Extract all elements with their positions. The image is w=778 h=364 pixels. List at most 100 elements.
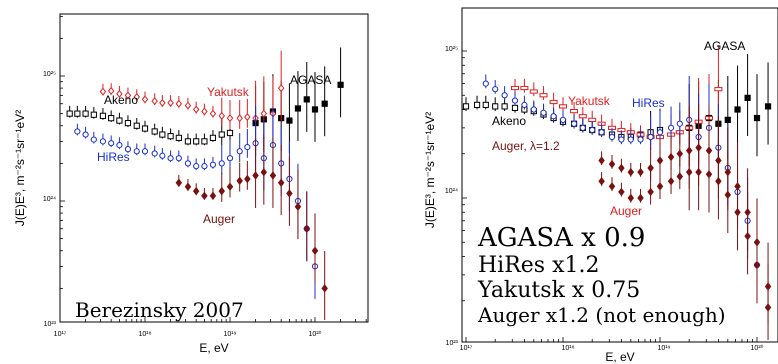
left-annotation-berezinsky: Berezinsky 2007	[75, 298, 244, 322]
right-point-hires	[647, 133, 654, 141]
right-annotation-yakutsk: Yakutsk x 0.75	[477, 278, 640, 303]
right-label-auger: Auger	[610, 204, 642, 218]
right-point-hires	[482, 80, 489, 87]
right-point-hires	[627, 136, 634, 143]
left-point-hires	[218, 160, 225, 167]
left-label-yakutsk: Yakutsk	[207, 85, 250, 99]
right-point-auger-1-2	[667, 152, 675, 162]
left-point-hires	[209, 161, 217, 168]
left-point-hires	[201, 163, 208, 170]
right-point-akeno	[482, 101, 489, 108]
right-point-auger	[764, 303, 772, 312]
left-y-tick-1e23: 10²³	[44, 321, 57, 328]
right-annotation-hires: HiRes x1.2	[478, 253, 599, 278]
right-point-agasa	[753, 114, 761, 122]
left-point-yakutsk	[133, 92, 141, 101]
left-point-hires	[226, 155, 234, 162]
left-point-yakutsk	[124, 91, 132, 100]
left-point-yakutsk	[99, 87, 107, 96]
right-point-agasa	[724, 116, 731, 123]
left-y-tick-1e25: 10²⁵	[43, 71, 56, 78]
left-point-hires	[124, 146, 132, 153]
left-point-yakutsk	[175, 99, 183, 108]
left-series-auger	[175, 134, 328, 320]
left-point-yakutsk	[192, 105, 200, 114]
left-point-auger	[311, 246, 319, 255]
right-point-auger-1-2	[608, 159, 616, 169]
left-x-axis-label: E, eV	[199, 341, 228, 355]
left-point-yakutsk	[209, 109, 217, 118]
right-point-auger	[608, 182, 616, 191]
right-y-axis-label: J(E)E³, m⁻²s⁻¹sr⁻¹eV²	[423, 112, 437, 228]
left-x-tick-1e18: 10¹⁸	[138, 331, 151, 338]
right-label-agasa: AGASA	[704, 39, 745, 53]
right-point-auger	[705, 170, 713, 179]
right-label-hires: HiRes	[632, 96, 665, 110]
left-point-akeno	[167, 133, 174, 140]
left-point-auger	[269, 171, 277, 180]
left-point-agasa	[294, 105, 302, 112]
right-point-yakutsk	[510, 85, 519, 91]
left-point-akeno	[66, 110, 73, 117]
left-point-akeno	[82, 110, 89, 117]
left-point-hires	[82, 131, 89, 138]
left-x-tick-1e20: 10²⁰	[309, 330, 322, 338]
left-chart: 10¹⁷ 10¹⁸ 10¹⁹ 10²⁰ 10²³ 10²⁴ 10²⁵ E, eV…	[13, 13, 369, 355]
left-plot-frame	[59, 13, 369, 323]
left-point-auger	[277, 178, 285, 187]
right-label-auger-scaled: Auger, λ=1.2	[492, 139, 560, 153]
right-point-hires	[676, 120, 683, 127]
left-point-hires	[151, 150, 158, 157]
right-point-auger-1-2	[637, 167, 644, 177]
left-point-hires	[175, 155, 182, 162]
left-point-hires	[141, 148, 149, 155]
right-point-hires	[540, 109, 547, 116]
left-point-hires	[108, 140, 115, 147]
left-point-yakutsk	[159, 98, 166, 107]
right-point-auger	[637, 193, 644, 203]
right-point-auger	[734, 208, 741, 217]
right-point-akeno	[473, 101, 481, 108]
right-point-auger-1-2	[627, 167, 635, 177]
left-point-yakutsk	[141, 95, 149, 104]
left-y-axis-label: J(E)E³, m⁻²s⁻¹sr⁻¹eV²	[13, 110, 27, 226]
left-point-yakutsk	[201, 107, 208, 116]
left-point-agasa	[311, 106, 319, 113]
left-point-auger	[218, 186, 225, 196]
right-point-auger	[598, 177, 605, 186]
left-point-yakutsk	[107, 86, 115, 95]
right-annotation-agasa: AGASA x 0.9	[477, 223, 645, 253]
left-point-agasa	[286, 117, 293, 124]
right-x-tick-1e18: 10¹⁸	[561, 345, 574, 352]
right-point-akeno	[492, 103, 499, 110]
right-axis-ticks	[462, 50, 758, 342]
right-point-akeno	[511, 104, 519, 112]
left-point-hires	[244, 143, 251, 151]
right-point-auger	[744, 231, 751, 241]
left-point-hires	[236, 148, 243, 155]
right-point-auger	[627, 193, 635, 203]
left-point-hires	[167, 155, 174, 162]
left-point-auger	[201, 191, 208, 201]
right-x-tick-1e17: 10¹⁷	[460, 345, 473, 352]
right-point-akeno	[462, 103, 470, 110]
left-point-akeno	[124, 119, 132, 127]
left-point-akeno	[184, 138, 192, 145]
right-point-hires	[667, 124, 675, 131]
left-point-yakutsk	[218, 111, 226, 120]
right-point-auger	[753, 260, 761, 270]
right-label-akeno: Akeno	[492, 114, 526, 128]
left-series-agasa	[252, 47, 344, 156]
left-y-tick-1e24: 10²⁴	[43, 196, 56, 203]
left-point-auger	[226, 182, 234, 191]
right-point-auger-1-2	[618, 163, 625, 173]
right-point-auger-1-2	[647, 163, 654, 173]
left-point-auger	[260, 167, 268, 177]
right-point-auger	[618, 187, 625, 197]
right-point-auger-1-2	[598, 156, 605, 165]
left-point-auger	[286, 189, 293, 198]
right-point-hires	[492, 86, 499, 93]
right-point-yakutsk	[578, 114, 587, 119]
right-x-axis-label: E, eV	[605, 350, 634, 364]
